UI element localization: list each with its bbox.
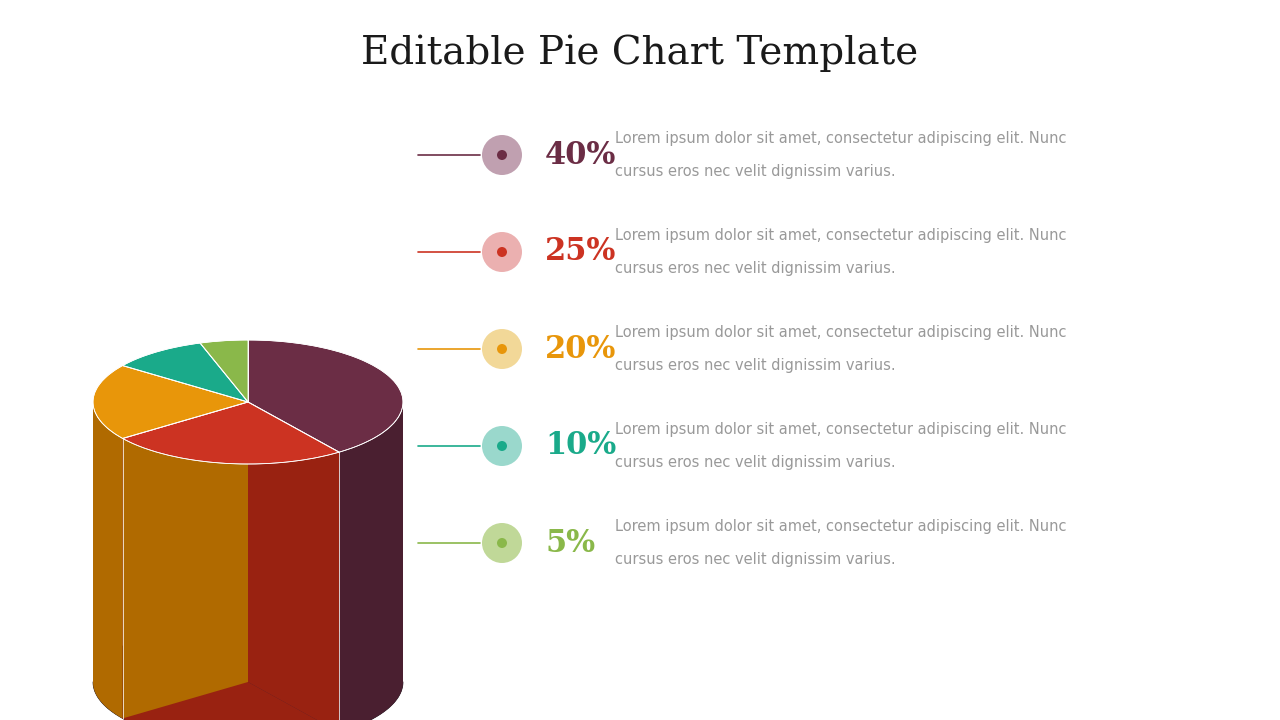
Text: 5%: 5% — [545, 528, 595, 559]
Text: 25%: 25% — [545, 236, 617, 268]
Circle shape — [497, 247, 507, 257]
Text: 40%: 40% — [545, 140, 617, 171]
Text: cursus eros nec velit dignissim varius.: cursus eros nec velit dignissim varius. — [614, 552, 896, 567]
Polygon shape — [123, 343, 248, 402]
Circle shape — [497, 441, 507, 451]
Circle shape — [497, 538, 507, 548]
Polygon shape — [123, 402, 248, 719]
Text: Lorem ipsum dolor sit amet, consectetur adipiscing elit. Nunc: Lorem ipsum dolor sit amet, consectetur … — [614, 228, 1066, 243]
Polygon shape — [123, 438, 339, 720]
Text: cursus eros nec velit dignissim varius.: cursus eros nec velit dignissim varius. — [614, 164, 896, 179]
Polygon shape — [248, 340, 403, 452]
Text: cursus eros nec velit dignissim varius.: cursus eros nec velit dignissim varius. — [614, 358, 896, 373]
Text: 10%: 10% — [545, 431, 616, 462]
Circle shape — [483, 329, 522, 369]
Polygon shape — [123, 402, 339, 464]
Polygon shape — [200, 340, 248, 402]
Circle shape — [497, 344, 507, 354]
Polygon shape — [248, 402, 339, 720]
Text: Lorem ipsum dolor sit amet, consectetur adipiscing elit. Nunc: Lorem ipsum dolor sit amet, consectetur … — [614, 519, 1066, 534]
Circle shape — [497, 150, 507, 160]
Text: cursus eros nec velit dignissim varius.: cursus eros nec velit dignissim varius. — [614, 455, 896, 470]
Polygon shape — [123, 402, 248, 719]
Circle shape — [483, 426, 522, 466]
Text: Editable Pie Chart Template: Editable Pie Chart Template — [361, 35, 919, 73]
Ellipse shape — [93, 620, 403, 720]
Circle shape — [483, 232, 522, 272]
Circle shape — [483, 523, 522, 563]
Text: Lorem ipsum dolor sit amet, consectetur adipiscing elit. Nunc: Lorem ipsum dolor sit amet, consectetur … — [614, 422, 1066, 437]
Text: 20%: 20% — [545, 333, 617, 364]
Polygon shape — [339, 402, 403, 720]
Text: Lorem ipsum dolor sit amet, consectetur adipiscing elit. Nunc: Lorem ipsum dolor sit amet, consectetur … — [614, 131, 1066, 146]
Polygon shape — [93, 402, 123, 719]
Text: cursus eros nec velit dignissim varius.: cursus eros nec velit dignissim varius. — [614, 261, 896, 276]
Polygon shape — [93, 366, 248, 438]
Circle shape — [483, 135, 522, 175]
Text: Lorem ipsum dolor sit amet, consectetur adipiscing elit. Nunc: Lorem ipsum dolor sit amet, consectetur … — [614, 325, 1066, 340]
Polygon shape — [248, 402, 339, 720]
